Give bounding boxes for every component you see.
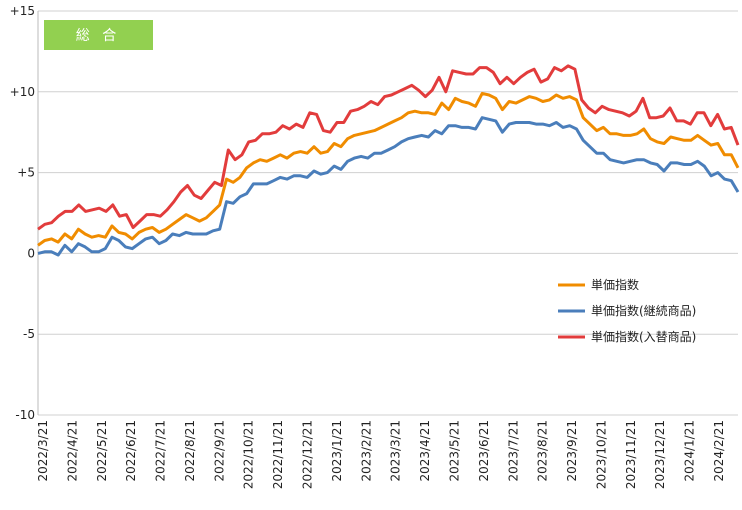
gridlines	[37, 10, 738, 416]
x-tick-label: 2023/7/21	[506, 420, 520, 482]
title-badge: 総 合	[44, 20, 153, 50]
series-line-0	[37, 91, 740, 247]
chart-title: 総 合	[76, 28, 120, 44]
y-tick-label: +15	[10, 4, 35, 18]
legend-label: 単価指数(継続商品)	[591, 303, 696, 318]
x-tick-label: 2022/12/21	[301, 420, 315, 489]
x-tick-label: 2022/5/21	[95, 420, 109, 482]
x-tick-label: 2023/12/21	[653, 420, 667, 489]
series-line-2	[37, 64, 740, 231]
x-tick-label: 2022/3/21	[36, 420, 50, 482]
y-tick-label: -5	[23, 327, 35, 341]
series-lines	[37, 64, 740, 257]
y-tick-label: +5	[17, 166, 35, 180]
x-tick-label: 2024/1/21	[683, 420, 697, 482]
x-tick-label: 2023/10/21	[594, 420, 608, 489]
x-axis-ticks: 2022/3/21 2022/4/21 2022/5/21 2022/6/21 2022…	[36, 420, 726, 489]
y-tick-label: 0	[27, 246, 35, 260]
series-line-1	[37, 116, 740, 257]
x-tick-label: 2023/6/21	[477, 420, 491, 482]
x-tick-label: 2023/11/21	[624, 420, 638, 489]
x-tick-label: 2023/8/21	[536, 420, 550, 482]
x-tick-label: 2023/2/21	[359, 420, 373, 482]
x-tick-label: 2022/6/21	[124, 420, 138, 482]
y-tick-label: +10	[10, 85, 35, 99]
x-tick-label: 2023/1/21	[330, 420, 344, 482]
y-tick-label: -10	[15, 408, 35, 422]
x-tick-label: 2022/4/21	[65, 420, 79, 482]
x-tick-label: 2022/10/21	[242, 420, 256, 489]
x-tick-label: 2023/9/21	[565, 420, 579, 482]
legend-label: 単価指数	[591, 277, 639, 292]
x-tick-label: 2022/7/21	[154, 420, 168, 482]
x-tick-label: 2024/2/21	[712, 420, 726, 482]
legend-label: 単価指数(入替商品)	[591, 329, 696, 344]
x-tick-label: 2023/3/21	[389, 420, 403, 482]
x-tick-label: 2023/5/21	[447, 420, 461, 482]
y-axis-ticks: +15 +10 +5 0 -5 -10	[10, 4, 35, 422]
x-tick-label: 2022/9/21	[212, 420, 226, 482]
x-tick-label: 2022/8/21	[183, 420, 197, 482]
x-tick-label: 2023/4/21	[418, 420, 432, 482]
x-tick-label: 2022/11/21	[271, 420, 285, 489]
